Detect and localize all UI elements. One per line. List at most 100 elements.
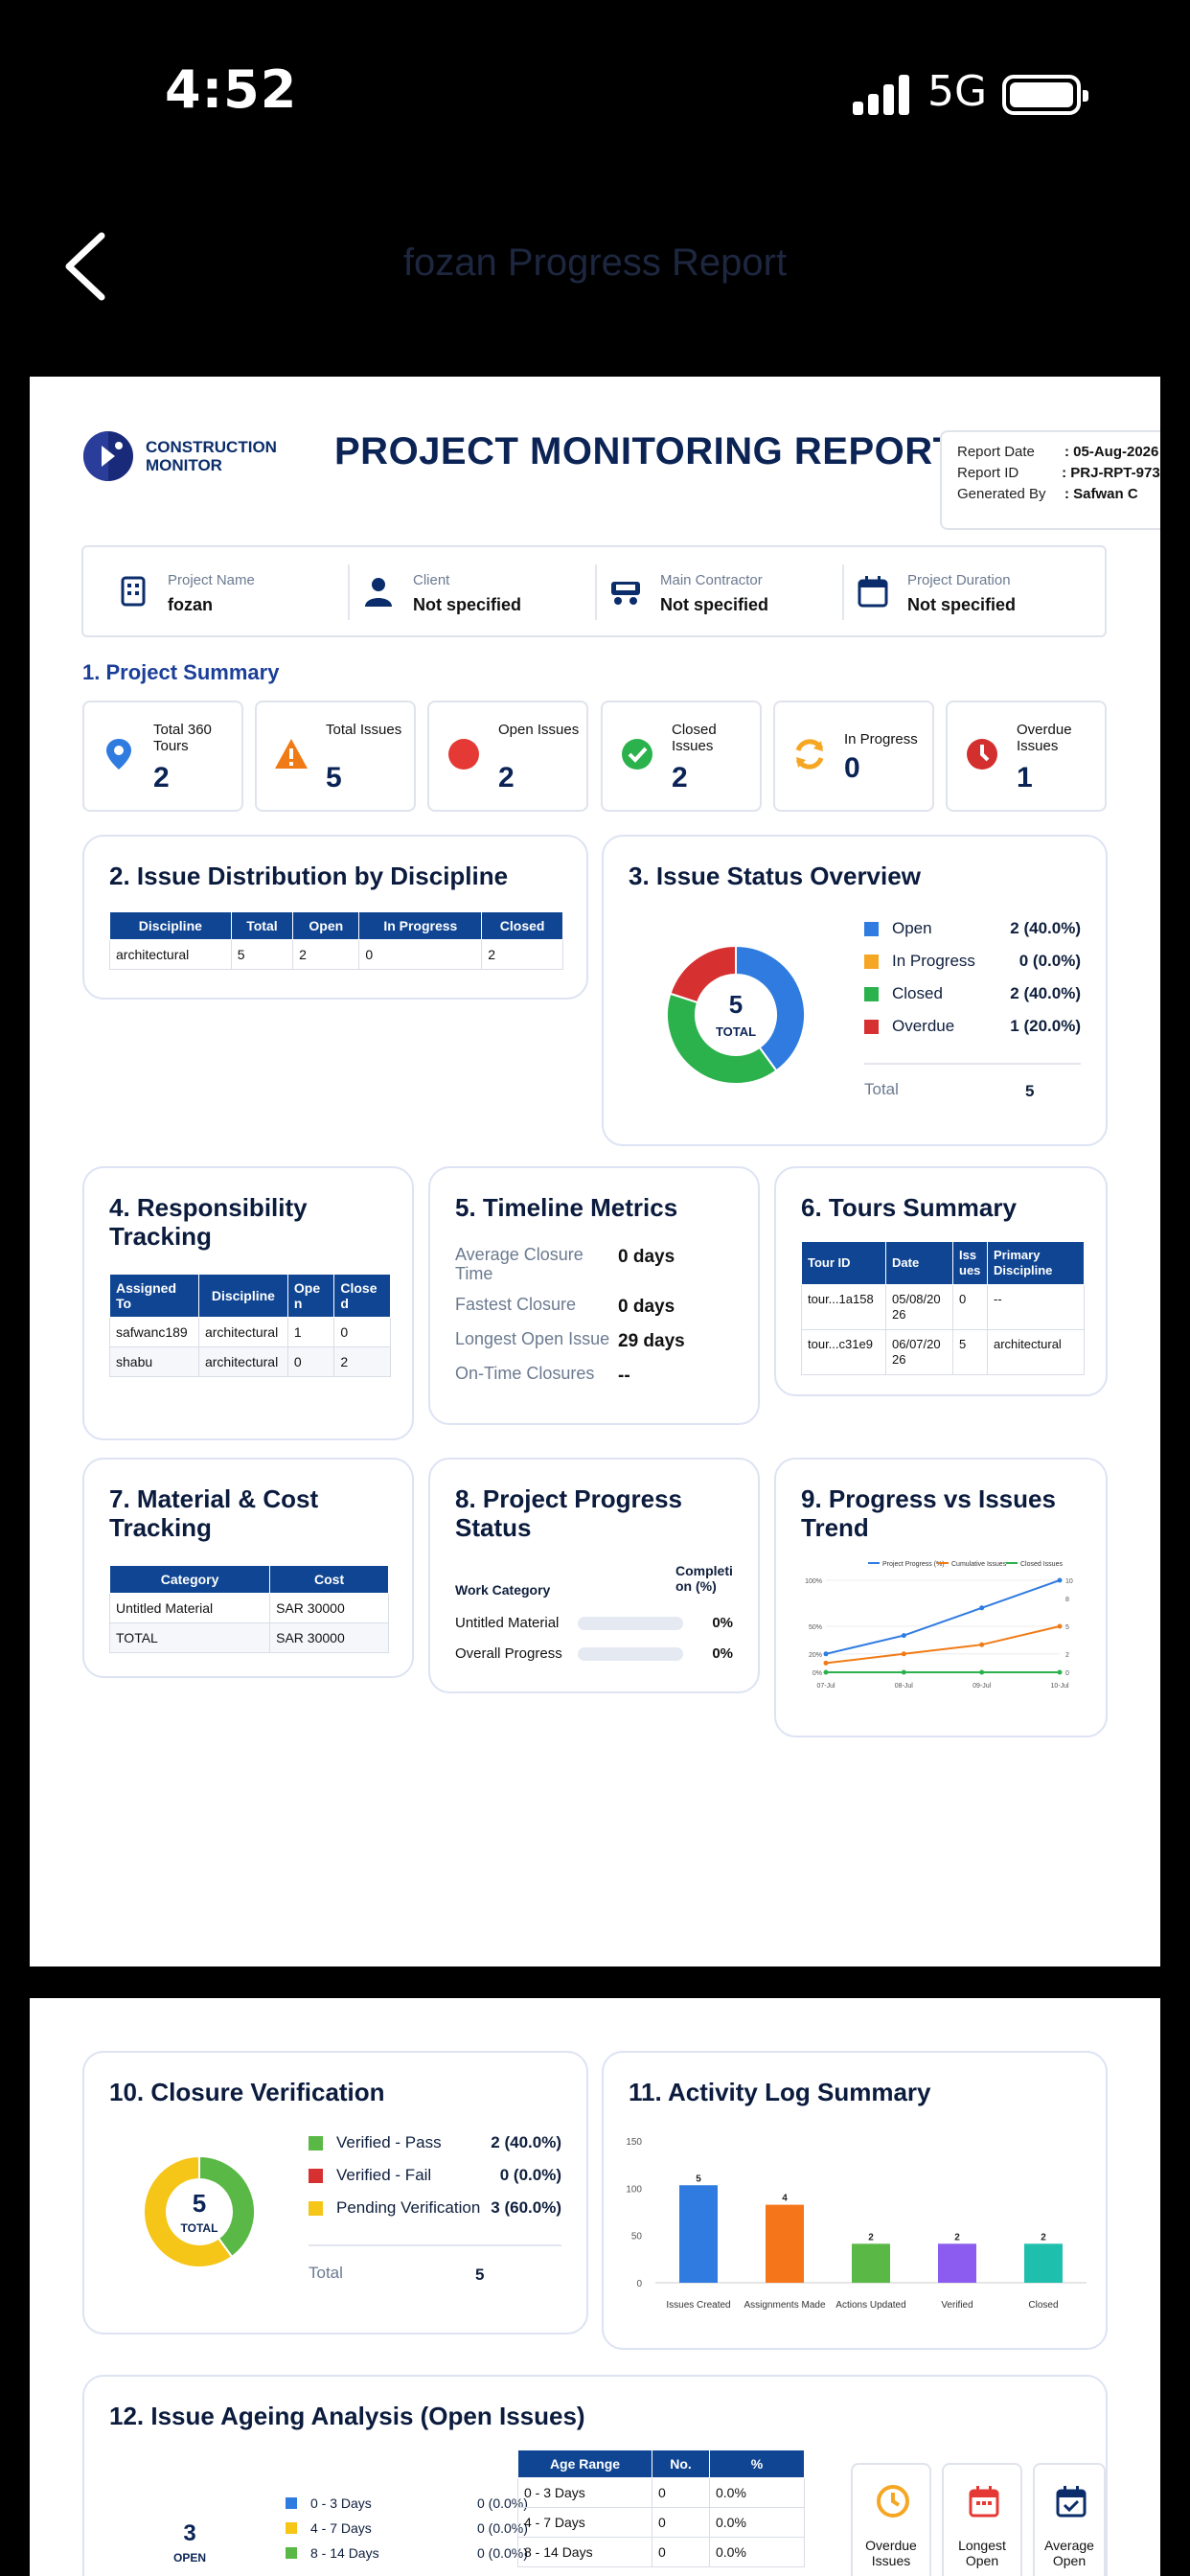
series-line-1 [825,1625,1061,1665]
metric-label: On-Time Closures [455,1364,595,1383]
x-tick-label: Assignments Made [744,2300,825,2311]
table-row: 8 - 14 Days 0 0.0% [517,2537,805,2567]
legend-value: 0 (0.0%) [499,2166,561,2184]
activity-bar-chart: 0 50 100 150 5 Issues Created 4 Assignments Mad… [626,2137,1087,2311]
y-tick-label: 100% [805,1578,822,1585]
legend-open-value: 2 (40.0%) [1010,919,1081,937]
table-row: shabu architectural 0 2 [109,1346,391,1377]
table-header: Open [292,911,360,940]
project-info-bar: Project Name fozan Client Not specified … [81,545,1107,637]
legend-value: 2 (40.0%) [491,2133,561,2151]
info-client: Client Not specified [348,547,593,635]
total-value: 5 [1025,1082,1035,1100]
table-header: Cost [269,1565,389,1594]
total-label: Total [309,2264,343,2282]
card-title: 10. Closure Verification [109,2078,385,2106]
bar-value-label: 5 [696,2174,701,2184]
legend-label: Project Progress (%) [882,1561,945,1568]
data-point [823,1660,829,1666]
x-tick-label: Issues Created [666,2300,730,2311]
responsibility-table: Assigned To Discipline Open Closed safwa… [109,1274,391,1377]
discipline-table: Discipline Total Open In Progress Closed… [109,911,563,970]
x-tick-label: 09-Jul [973,1683,992,1690]
legend-in-progress-value: 0 (0.0%) [1018,952,1081,970]
table-header: In Progress [358,911,483,940]
card-title: 9. Progress vs Issues Trend [801,1484,1056,1542]
ageing-legend-item: 8 - 14 Days [286,2545,379,2561]
calendar-icon [969,2486,999,2518]
status-time: 4:52 [165,59,298,120]
table-header: % [709,2450,805,2478]
card-progress-status: 8. Project Progress Status Work Category… [428,1458,760,1693]
table-header: Discipline [109,911,232,940]
stat-total-tours: Total 360 Tours 2 [82,701,243,812]
ageing-box-average-open: Average Open [1033,2463,1106,2576]
clock-icon [967,739,997,770]
y-tick-label: 50% [809,1624,822,1631]
data-point [823,1651,829,1657]
logo-icon [83,431,133,481]
back-chevron-icon[interactable] [59,230,113,303]
table-header: Total [230,911,294,940]
bar-value-label: 2 [1041,2232,1046,2242]
card-tours: 6. Tours Summary Tour ID Date Issues Pri… [774,1166,1108,1396]
report-page-1[interactable]: CONSTRUCTION MONITOR PROJECT MONITORING … [30,377,1160,1966]
card-title: 6. Tours Summary [801,1193,1017,1222]
ageing-legend-value: 0 (0.0%) [477,2520,528,2536]
x-tick-label: Closed [1028,2300,1058,2311]
card-progress-trend: 9. Progress vs Issues Trend Project Prog… [774,1458,1108,1737]
card-title: 2. Issue Distribution by Discipline [109,862,509,890]
total-label: Total [864,1080,899,1098]
meta-row: Generated By: Safwan C [957,486,1138,502]
legend-label: Closed Issues [1020,1561,1063,1568]
card-closure-verification: 10. Closure Verification 5 TOTAL Verifie… [82,2051,588,2334]
calendar-icon [858,576,888,608]
card-issue-ageing: 12. Issue Ageing Analysis (Open Issues) … [82,2375,1108,2576]
truck-icon [611,582,640,605]
y-tick-label: 0 [636,2279,642,2289]
card-issue-status: 3. Issue Status Overview 5 TOTAL Open 2 … [602,835,1108,1146]
table-row: tour...c31e9 06/07/2026 5 architectural [801,1329,1085,1375]
logo-text: CONSTRUCTION MONITOR [146,438,277,474]
data-point [979,1642,985,1647]
table-header: Discipline [197,1274,288,1318]
person-icon [365,578,392,607]
donut-slice-3 [669,944,737,1004]
legend-open: Open [864,919,932,938]
nav-title: fozan Progress Report [402,242,788,284]
x-tick-label: Actions Updated [835,2300,905,2311]
table-row: tour...1a158 05/08/2026 0 -- [801,1284,1085,1330]
col-header-work-category: Work Category [455,1582,551,1598]
y2-tick-label: 2 [1065,1652,1069,1659]
donut-total-label: TOTAL [715,1024,757,1039]
report-page-2[interactable]: 10. Closure Verification 5 TOTAL Verifie… [30,1998,1160,2576]
warning-icon [275,739,308,769]
card-material-cost: 7. Material & Cost Tracking Category Cos… [82,1458,414,1678]
metric-label: Fastest Closure [455,1295,577,1314]
ageing-box-longest-open: Longest Open [942,2463,1022,2576]
col-header-completion: Completion (%) [675,1563,733,1594]
legend-label: Cumulative Issues [951,1561,1007,1568]
legend-verified-fail: Verified - Fail [309,2166,431,2185]
closure-donut-chart [143,2154,256,2268]
metric-label: Average Closure Time [455,1245,584,1283]
stat-open-issues: Open Issues 2 [427,701,588,812]
building-icon [121,576,146,607]
table-row: TOTAL SAR 30000 [108,1622,389,1653]
stat-closed-issues: Closed Issues 2 [601,701,762,812]
ageing-legend-item: 4 - 7 Days [286,2520,372,2536]
total-value: 5 [475,2266,485,2284]
table-row: 4 - 7 Days 0 0.0% [517,2507,805,2538]
legend-value: 3 (60.0%) [491,2198,561,2217]
network-label: 5G [927,67,988,116]
bar-value-label: 2 [868,2232,874,2242]
data-point [901,1651,906,1657]
y2-tick-label: 5 [1065,1624,1069,1631]
table-header: Age Range [517,2450,652,2478]
legend-closed: Closed [864,984,943,1003]
donut-total-value: 5 [728,990,744,1019]
bar-value-label: 4 [782,2194,788,2204]
progress-bar [578,1647,683,1661]
section-title-summary: 1. Project Summary [82,660,280,684]
table-header: Closed [481,911,563,940]
